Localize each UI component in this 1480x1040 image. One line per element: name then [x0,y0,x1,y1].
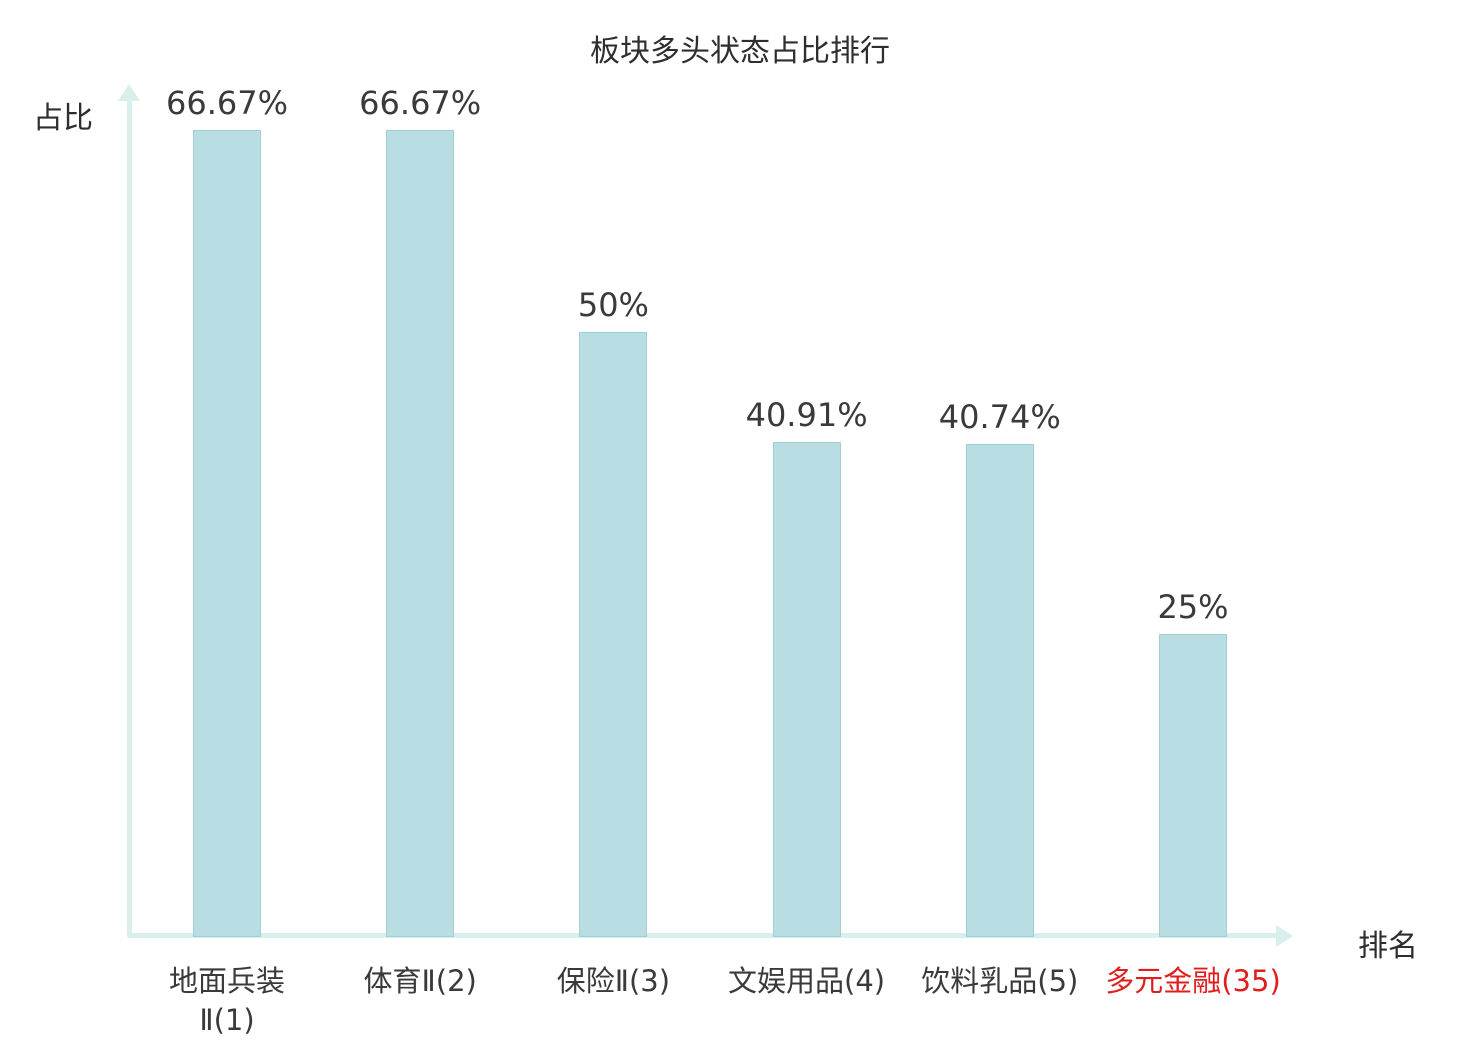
bar-value-label: 66.67% [359,84,482,122]
y-axis-line [127,100,132,938]
bar-category-label: 保险Ⅱ(3) [556,964,671,998]
x-axis-arrow-icon [1276,924,1293,947]
y-axis-arrow-icon [118,84,140,101]
bar-category-label: 多元金融(35) [1105,964,1281,998]
x-axis-label: 排名 [1358,929,1418,964]
bar-category-label: 文娱用品(4) [728,964,886,998]
bar [772,441,841,937]
y-axis-label: 占比 [33,101,93,136]
bar-value-label: 40.74% [938,397,1061,436]
bar [193,130,261,937]
bar [579,331,648,937]
bar-value-label: 40.91% [745,395,868,434]
bar [965,443,1034,937]
bar-category-label: 体育Ⅱ(2) [363,964,477,998]
bar-category-label: 饮料乳品(5) [921,964,1079,998]
chart-title: 板块多头状态占比排行 [590,34,890,69]
bar [386,130,455,937]
bar-value-label: 50% [577,285,649,324]
bar-value-label: 25% [1157,588,1229,627]
x-axis-line [127,933,1279,938]
bar-value-label: 66.67% [165,84,289,122]
bar-category-label: 地面兵装 Ⅱ(1) [168,964,286,1038]
bar [1159,634,1227,937]
